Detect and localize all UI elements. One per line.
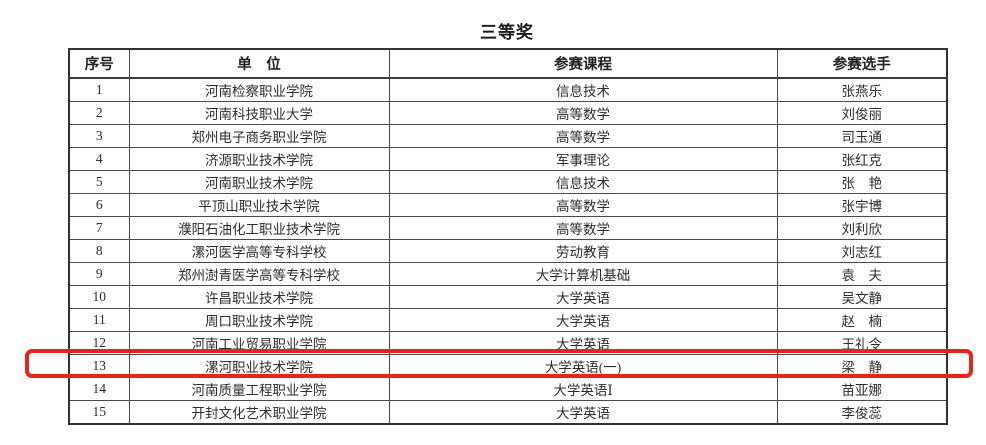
table-row: 3 郑州电子商务职业学院 高等数学 司玉通 xyxy=(68,124,948,148)
cell-unit: 漯河医学高等专科学校 xyxy=(128,239,390,263)
cell-index: 9 xyxy=(68,262,130,286)
cell-index: 10 xyxy=(68,285,130,309)
cell-unit: 河南职业技术学院 xyxy=(128,170,390,194)
cell-course: 信息技术 xyxy=(388,170,778,194)
cell-contestant: 吴文静 xyxy=(776,285,948,309)
header-cell-course: 参赛课程 xyxy=(388,48,778,79)
cell-unit: 周口职业技术学院 xyxy=(128,308,390,332)
cell-index: 2 xyxy=(68,101,130,125)
cell-course: 大学英语 xyxy=(388,308,778,332)
cell-unit: 河南科技职业大学 xyxy=(128,101,390,125)
table-row: 6 平顶山职业技术学院 高等数学 张宇博 xyxy=(68,193,948,217)
table-row: 4 济源职业技术学院 军事理论 张红克 xyxy=(68,147,948,171)
table-row: 5 河南职业技术学院 信息技术张 艳 xyxy=(68,170,948,194)
cell-contestant: 刘志红 xyxy=(776,239,948,263)
cell-index: 4 xyxy=(68,147,130,171)
cell-course: 高等数学 xyxy=(388,193,778,217)
cell-unit: 濮阳石油化工职业技术学院 xyxy=(128,216,390,240)
cell-course: 军事理论 xyxy=(388,147,778,171)
cell-course: 大学英语(一) xyxy=(388,354,778,378)
cell-course: 大学英语 xyxy=(388,400,778,425)
header-cell-unit: 单 位 xyxy=(128,48,390,79)
cell-course: 高等数学 xyxy=(388,216,778,240)
table-row: 11 周口职业技术学院 大学英语赵 楠 xyxy=(68,308,948,332)
cell-index: 13 xyxy=(68,354,130,378)
cell-contestant: 袁 夫 xyxy=(776,262,948,286)
cell-course: 大学英语 xyxy=(388,285,778,309)
cell-contestant: 张燕乐 xyxy=(776,77,948,102)
cell-index: 14 xyxy=(68,377,130,401)
table-row: 2 河南科技职业大学 高等数学 刘俊丽 xyxy=(68,101,948,125)
cell-index: 8 xyxy=(68,239,130,263)
cell-contestant: 张 艳 xyxy=(776,170,948,194)
cell-contestant: 刘利欣 xyxy=(776,216,948,240)
cell-unit: 漯河职业技术学院 xyxy=(128,354,390,378)
cell-course: 高等数学 xyxy=(388,124,778,148)
cell-contestant: 赵 楠 xyxy=(776,308,948,332)
table-row: 10 许昌职业技术学院 大学英语 吴文静 xyxy=(68,285,948,309)
cell-course: 信息技术 xyxy=(388,77,778,102)
cell-contestant: 司玉通 xyxy=(776,124,948,148)
table-row: 7 濮阳石油化工职业技术学院 高等数学 刘利欣 xyxy=(68,216,948,240)
cell-contestant: 张红克 xyxy=(776,147,948,171)
cell-unit: 开封文化艺术职业学院 xyxy=(128,400,390,425)
cell-unit: 河南质量工程职业学院 xyxy=(128,377,390,401)
table-row: 9 郑州澍青医学高等专科学校 大学计算机基础袁 夫 xyxy=(68,262,948,286)
cell-index: 7 xyxy=(68,216,130,240)
cell-unit: 河南工业贸易职业学院 xyxy=(128,331,390,355)
header-cell-contestant: 参赛选手 xyxy=(776,48,948,79)
cell-unit: 郑州电子商务职业学院 xyxy=(128,124,390,148)
cell-contestant: 张宇博 xyxy=(776,193,948,217)
table-body: 1 河南检察职业学院 信息技术 张燕乐 2 河南科技职业大学 高等数学 刘俊丽 3 郑州电子商务职… xyxy=(68,77,948,425)
cell-course: 大学英语 xyxy=(388,331,778,355)
cell-course: 大学英语Ⅰ xyxy=(388,377,778,401)
table-row: 14 河南质量工程职业学院 大学英语Ⅰ 苗亚娜 xyxy=(68,377,948,401)
cell-course: 大学计算机基础 xyxy=(388,262,778,286)
page-title: 三等奖 xyxy=(480,23,534,42)
cell-unit: 济源职业技术学院 xyxy=(128,147,390,171)
cell-index: 15 xyxy=(68,400,130,425)
table-header-row: 序号 单 位 参赛课程 参赛选手 xyxy=(68,48,948,79)
cell-index: 6 xyxy=(68,193,130,217)
cell-unit: 许昌职业技术学院 xyxy=(128,285,390,309)
cell-contestant: 梁 静 xyxy=(776,354,948,378)
cell-course: 高等数学 xyxy=(388,101,778,125)
cell-unit: 郑州澍青医学高等专科学校 xyxy=(128,262,390,286)
cell-contestant: 刘俊丽 xyxy=(776,101,948,125)
header-cell-index: 序号 xyxy=(68,48,130,79)
awards-table: 序号 单 位 参赛课程 参赛选手 1 河南检察职业学院 信息技术 张燕乐 2 河南科技职业… xyxy=(68,48,948,425)
table-row: 8 漯河医学高等专科学校 劳动教育 刘志红 xyxy=(68,239,948,263)
cell-index: 3 xyxy=(68,124,130,148)
table-row: 13 漯河职业技术学院 大学英语(一) 梁 静 xyxy=(68,354,948,378)
table-row: 12 河南工业贸易职业学院 大学英语 王礼令 xyxy=(68,331,948,355)
cell-index: 5 xyxy=(68,170,130,194)
cell-index: 12 xyxy=(68,331,130,355)
awards-table-container: 序号 单 位 参赛课程 参赛选手 1 河南检察职业学院 信息技术 张燕乐 2 河南科技职业… xyxy=(68,48,948,425)
cell-contestant: 王礼令 xyxy=(776,331,948,355)
cell-unit: 河南检察职业学院 xyxy=(128,77,390,102)
cell-index: 1 xyxy=(68,77,130,102)
cell-contestant: 苗亚娜 xyxy=(776,377,948,401)
cell-index: 11 xyxy=(68,308,130,332)
cell-contestant: 李俊蕊 xyxy=(776,400,948,425)
cell-unit: 平顶山职业技术学院 xyxy=(128,193,390,217)
cell-course: 劳动教育 xyxy=(388,239,778,263)
table-row: 15 开封文化艺术职业学院 大学英语 李俊蕊 xyxy=(68,400,948,425)
table-row: 1 河南检察职业学院 信息技术 张燕乐 xyxy=(68,77,948,102)
